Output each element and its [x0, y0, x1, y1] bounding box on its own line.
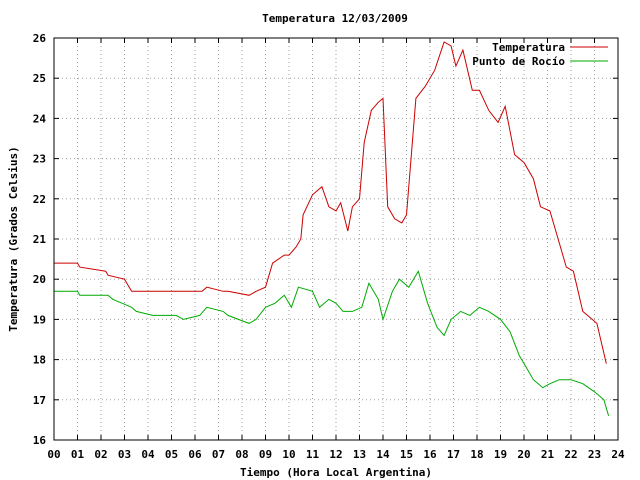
x-tick-label: 05: [165, 448, 178, 461]
x-tick-label: 18: [470, 448, 483, 461]
x-tick-label: 17: [447, 448, 460, 461]
x-tick-label: 19: [494, 448, 507, 461]
x-tick-label: 06: [188, 448, 202, 461]
y-tick-label: 24: [33, 112, 47, 125]
y-tick-label: 18: [33, 354, 46, 367]
x-tick-label: 22: [564, 448, 577, 461]
y-tick-label: 25: [33, 72, 46, 85]
x-tick-label: 11: [306, 448, 320, 461]
x-tick-label: 03: [118, 448, 131, 461]
y-tick-label: 20: [33, 273, 46, 286]
x-tick-label: 16: [423, 448, 437, 461]
legend-label-punto-de-rocio: Punto de Rocío: [472, 55, 565, 68]
x-tick-label: 13: [353, 448, 366, 461]
series-lines: [54, 41, 610, 417]
y-tick-label: 21: [33, 233, 47, 246]
grid: [54, 38, 618, 440]
x-tick-label: 20: [517, 448, 530, 461]
series-line-temperatura: [54, 41, 607, 364]
legend-label-temperatura: Temperatura: [492, 41, 565, 54]
x-tick-label: 15: [400, 448, 413, 461]
axis-ticks: 00 01 02 03 04 05 06 07 08 09 10 11 12 13 14 15 16 17 18 19…: [33, 32, 625, 461]
x-tick-label: 21: [541, 448, 555, 461]
x-tick-label: 24: [611, 448, 625, 461]
x-tick-label: 02: [94, 448, 107, 461]
x-tick-label: 12: [329, 448, 342, 461]
x-axis-title: Tiempo (Hora Local Argentina): [240, 466, 432, 479]
x-tick-label: 00: [47, 448, 60, 461]
x-tick-label: 09: [259, 448, 272, 461]
y-tick-label: 16: [33, 434, 47, 447]
y-tick-label: 23: [33, 153, 46, 166]
y-tick-label: 22: [33, 193, 46, 206]
y-tick-label: 19: [33, 313, 46, 326]
legend: Temperatura Punto de Rocío: [472, 41, 608, 68]
y-tick-label: 17: [33, 394, 46, 407]
x-tick-label: 23: [588, 448, 601, 461]
series-line-punto-de-rocio: [54, 269, 610, 417]
y-axis-title: Temperatura (Grados Celsius): [7, 146, 20, 331]
y-tick-label: 26: [33, 32, 47, 45]
x-tick-label: 04: [141, 448, 155, 461]
x-tick-label: 07: [212, 448, 225, 461]
x-tick-label: 14: [376, 448, 390, 461]
x-tick-label: 01: [71, 448, 85, 461]
chart-title: Temperatura 12/03/2009: [262, 12, 408, 25]
x-tick-label: 08: [235, 448, 248, 461]
x-tick-label: 10: [282, 448, 295, 461]
